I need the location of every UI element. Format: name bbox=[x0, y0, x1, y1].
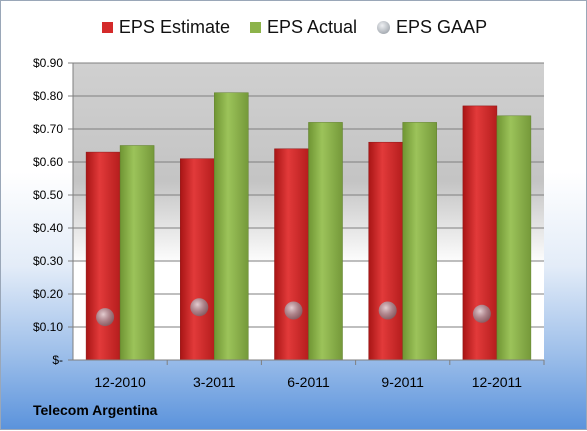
marker-eps-gaap bbox=[378, 301, 397, 320]
gray-ball-icon bbox=[377, 21, 391, 34]
legend-item-gaap: EPS GAAP bbox=[377, 17, 487, 38]
marker-eps-gaap bbox=[284, 301, 303, 320]
bar-eps-estimate bbox=[85, 151, 121, 361]
marker-eps-gaap bbox=[472, 304, 491, 323]
legend-item-actual: EPS Actual bbox=[249, 17, 358, 38]
legend-item-estimate: EPS Estimate bbox=[101, 17, 230, 38]
y-tick-label: $0.90 bbox=[33, 56, 63, 70]
y-tick-label: $0.60 bbox=[33, 155, 63, 169]
y-tick-label: $0.50 bbox=[33, 188, 63, 202]
red-square-icon bbox=[101, 22, 113, 33]
marker-eps-gaap bbox=[190, 298, 209, 317]
x-tick-label: 12-2011 bbox=[472, 374, 523, 390]
company-name: Telecom Argentina bbox=[33, 402, 158, 418]
legend-label-actual: EPS Actual bbox=[266, 17, 358, 37]
y-tick-label: $0.80 bbox=[33, 89, 63, 103]
gaap-markers bbox=[96, 298, 491, 327]
y-tick-label: $0.20 bbox=[33, 287, 63, 301]
bar-eps-actual bbox=[214, 92, 249, 361]
bars bbox=[85, 92, 532, 361]
bar-eps-actual bbox=[119, 145, 155, 361]
bar-eps-estimate bbox=[274, 148, 309, 361]
green-square-icon bbox=[249, 22, 261, 33]
marker-eps-gaap bbox=[96, 308, 115, 327]
legend-label-gaap: EPS GAAP bbox=[396, 17, 488, 37]
y-tick-label: $0.70 bbox=[33, 122, 63, 136]
bar-eps-actual bbox=[308, 122, 343, 361]
x-tick-label: 9-2011 bbox=[381, 374, 424, 390]
axes: $- $0.10 $0.20 $0.30 $0.40 $0.50 $0.60 $0.70 $0.… bbox=[33, 56, 545, 390]
x-tick-label: 6-2011 bbox=[287, 374, 330, 390]
y-tick-label: $0.10 bbox=[33, 320, 63, 334]
bar-eps-estimate bbox=[180, 158, 215, 361]
y-tick-label: $0.40 bbox=[33, 221, 63, 235]
y-tick-label: $- bbox=[52, 353, 63, 367]
legend-label-estimate: EPS Estimate bbox=[118, 17, 230, 37]
y-tick-label: $0.30 bbox=[33, 254, 63, 268]
legend: EPS Estimate EPS Actual EPS GAAP bbox=[1, 17, 587, 38]
bar-eps-actual bbox=[496, 115, 532, 361]
bar-eps-actual bbox=[402, 122, 437, 361]
x-tick-label: 3-2011 bbox=[193, 374, 236, 390]
x-tick-label: 12-2010 bbox=[94, 374, 146, 390]
bar-eps-estimate bbox=[368, 141, 403, 361]
